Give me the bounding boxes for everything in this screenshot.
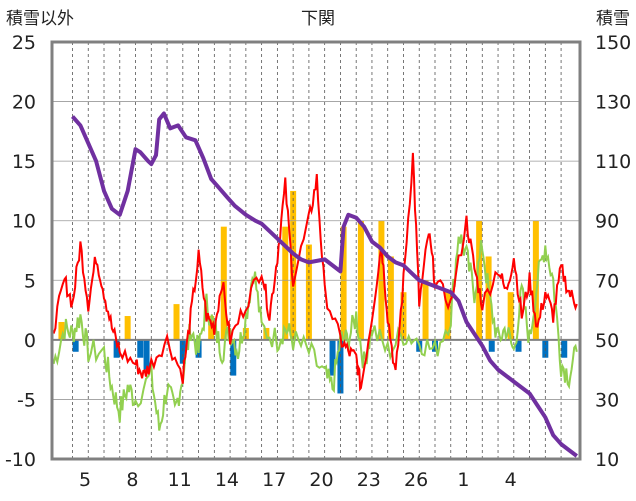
bar-positive	[422, 280, 429, 340]
x-axis: 5 8 11 14 17 20 23 26 1 4	[79, 469, 517, 491]
series-line-green	[52, 234, 578, 431]
y-tick-right: 90	[595, 211, 619, 233]
y-tick-left: 20	[12, 92, 36, 114]
x-tick: 8	[126, 469, 138, 491]
bar-positive	[305, 244, 312, 340]
series-line-snow-depth	[71, 111, 579, 458]
bar-positive	[242, 327, 249, 340]
right-axis-label: 積雪	[596, 9, 630, 29]
bar-positive	[444, 292, 451, 340]
bar-negative	[179, 339, 186, 364]
x-tick: 23	[357, 469, 381, 491]
y-axis-left: 25 20 15 10 5 0 -5 -10	[5, 32, 36, 471]
bar-positive	[58, 321, 65, 340]
bar-positive	[485, 256, 492, 340]
x-tick: 20	[309, 469, 333, 491]
bar-positive	[387, 256, 394, 340]
y-tick-right: 50	[595, 330, 619, 352]
y-tick-right: 30	[595, 389, 619, 411]
x-tick: 1	[457, 469, 469, 491]
y-tick-left: 25	[12, 32, 36, 54]
y-tick-right: 130	[595, 92, 631, 114]
y-tick-left: 5	[24, 270, 36, 292]
bar-positive	[173, 304, 180, 340]
chart-title: 下関	[301, 9, 335, 29]
y-tick-left: 15	[12, 151, 36, 173]
y-tick-right: 70	[595, 270, 619, 292]
series-line-red	[52, 152, 578, 392]
y-tick-left: -5	[17, 389, 36, 411]
bar-negative	[72, 339, 79, 352]
bar-negative	[329, 339, 336, 376]
bar-negative	[137, 339, 144, 358]
bar-negative	[230, 339, 237, 376]
x-tick: 26	[404, 469, 428, 491]
bar-negative	[488, 339, 495, 352]
y-tick-left: 10	[12, 211, 36, 233]
bar-negative	[515, 339, 522, 352]
bar-positive	[282, 226, 289, 340]
plot-frame	[50, 40, 582, 461]
bar-negative	[143, 339, 150, 370]
bar-positive	[400, 292, 407, 340]
bar-positive	[507, 292, 514, 340]
x-tick: 5	[79, 469, 91, 491]
line-series	[52, 111, 579, 458]
bar-positive	[124, 316, 131, 340]
y-tick-right: 10	[595, 449, 619, 471]
y-tick-right: 150	[595, 32, 631, 54]
x-tick: 17	[262, 469, 286, 491]
y-tick-left: 0	[24, 330, 36, 352]
x-tick: 4	[505, 469, 517, 491]
left-axis-label: 積雪以外	[6, 9, 74, 29]
y-tick-right: 110	[595, 151, 631, 173]
x-tick: 14	[215, 469, 239, 491]
y-tick-left: -10	[5, 449, 36, 471]
x-tick: 11	[168, 469, 192, 491]
bar-negative	[561, 339, 568, 358]
bar-positive	[340, 226, 347, 340]
y-axis-right: 150 130 110 90 70 50 30 10	[595, 32, 631, 471]
